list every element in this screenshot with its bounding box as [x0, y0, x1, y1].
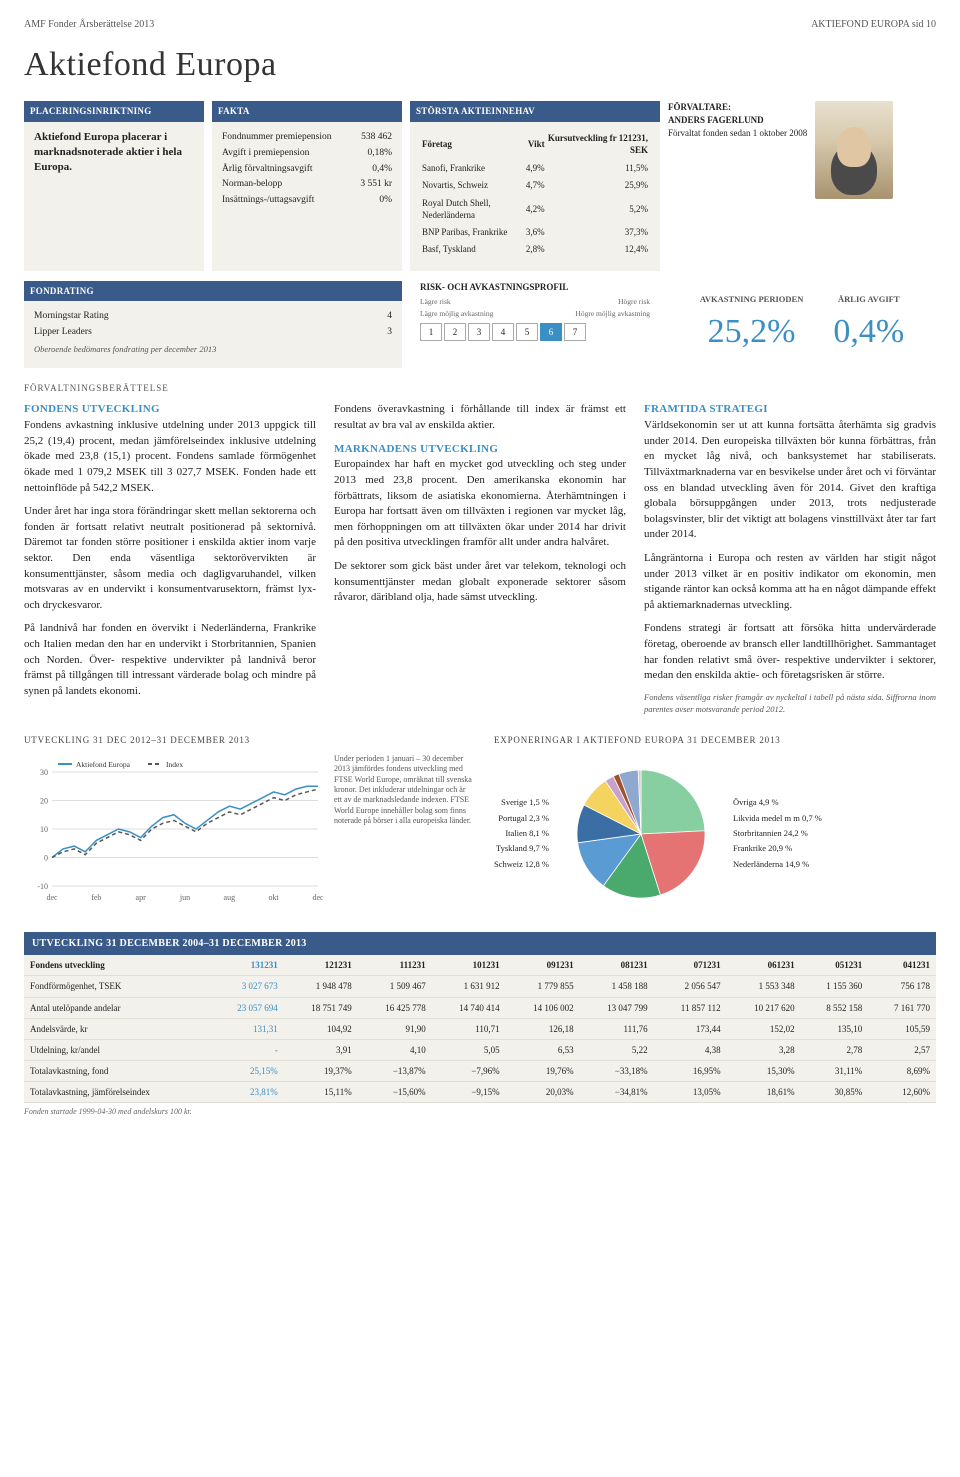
table-row: Sanofi, Frankrike4,9%11,5%: [422, 161, 648, 176]
risk-high: Högre risk: [618, 297, 650, 307]
body-p9: Fondens strategi är fortsatt att försöka…: [644, 621, 936, 683]
risk-box: 3: [468, 323, 490, 341]
risk-box: 2: [444, 323, 466, 341]
svg-text:30: 30: [40, 768, 48, 777]
rating-head: FONDRATING: [24, 281, 402, 301]
table-row: Royal Dutch Shell, Nederländerna4,2%5,2%: [422, 195, 648, 222]
svg-text:0: 0: [44, 853, 48, 862]
fakta-row: Årlig förvaltningsavgift0,4%: [222, 161, 392, 177]
linechart-title: UTVECKLING 31 DEC 2012–31 DECEMBER 2013: [24, 734, 474, 746]
risk-low: Lägre risk: [420, 297, 451, 307]
body-p1: Fondens avkastning inklusive utdelning u…: [24, 419, 316, 493]
body-p8: Långräntorna i Europa och resten av värl…: [644, 551, 936, 613]
pie-title: EXPONERINGAR I AKTIEFOND EUROPA 31 DECEM…: [494, 734, 936, 746]
linechart-block: UTVECKLING 31 DEC 2012–31 DECEMBER 2013 …: [24, 734, 474, 914]
table-row: Fondförmögenhet, TSEK3 027 6731 948 4781…: [24, 976, 936, 997]
page-title: Aktiefond Europa: [24, 42, 936, 88]
dev-table-title: UTVECKLING 31 DECEMBER 2004–31 DECEMBER …: [24, 932, 936, 956]
manager-name: ANDERS FAGERLUND: [668, 114, 807, 127]
fakta-row: Fondnummer premiepension538 462: [222, 130, 392, 146]
svg-text:-10: -10: [37, 882, 48, 891]
placering-text: Aktiefond Europa placerar i marknadsnote…: [34, 130, 194, 176]
rating-row: Morningstar Rating4: [34, 309, 392, 325]
ret-lbl2: ÅRLIG AVGIFT: [833, 294, 904, 305]
svg-text:20: 20: [40, 796, 48, 805]
body-p7: Världsekonomin ser ut att kunna fortsätt…: [644, 419, 936, 540]
table-row: Basf, Tyskland2,8%12,4%: [422, 242, 648, 257]
placering-head: PLACERINGSINRIKTNING: [24, 101, 204, 121]
holdings-panel: STÖRSTA AKTIEINNEHAV FöretagViktKursutve…: [410, 101, 660, 270]
manager-panel: FÖRVALTARE: ANDERS FAGERLUND Förvaltat f…: [668, 101, 936, 270]
body-text: FONDENS UTVECKLING Fondens avkastning ink…: [24, 402, 936, 715]
table-row: Utdelning, kr/andel-3,914,105,056,535,22…: [24, 1039, 936, 1060]
piechart: [561, 754, 721, 914]
svg-text:dec: dec: [46, 893, 58, 902]
fakta-row: Insättnings-/uttagsavgift0%: [222, 193, 392, 209]
linechart-note: Under perioden 1 januari – 30 december 2…: [334, 754, 474, 904]
risk-high2: Högre möjlig avkastning: [575, 309, 650, 319]
dev-table: Fondens utveckling1312311212311112311012…: [24, 955, 936, 1103]
rating-note: Oberoende bedömares fondrating per decem…: [34, 344, 392, 356]
pie-left-labels: Sverige 1,5 %Portugal 2,3 %Italien 8,1 %…: [494, 795, 549, 871]
risk-panel: RISK- OCH AVKASTNINGSPROFIL Lägre risk Hö…: [410, 281, 660, 369]
hdr-right: AKTIEFOND EUROPA sid 10: [811, 18, 936, 32]
svg-text:apr: apr: [136, 893, 147, 902]
svg-text:Aktiefond Europa: Aktiefond Europa: [76, 760, 131, 769]
manager-head: FÖRVALTARE:: [668, 101, 807, 114]
risk-box: 4: [492, 323, 514, 341]
manager-text: Förvaltat fonden sedan 1 oktober 2008: [668, 127, 807, 140]
table-row: Antal utelöpande andelar23 057 69418 751…: [24, 997, 936, 1018]
dev-table-wrap: UTVECKLING 31 DECEMBER 2004–31 DECEMBER …: [24, 932, 936, 1118]
holdings-head: STÖRSTA AKTIEINNEHAV: [410, 101, 660, 121]
body-h1: FONDENS UTVECKLING: [24, 403, 160, 415]
dev-footnote: Fonden startade 1999-04-30 med andelskur…: [24, 1107, 936, 1118]
body-p3: På landnivå har fonden en övervikt i Ned…: [24, 621, 316, 699]
return-panel: AVKASTNING PERIODEN 25,2% ÅRLIG AVGIFT 0…: [668, 281, 936, 369]
linechart: -10 0 10 20 30 dec feb apr jun aug okt dec Aktiefond…: [24, 754, 324, 904]
svg-text:10: 10: [40, 825, 48, 834]
risk-box: 7: [564, 323, 586, 341]
fakta-row: Avgift i premiepension0,18%: [222, 145, 392, 161]
ret-val2: 0,4%: [833, 309, 904, 355]
table-row: Novartis, Schweiz4,7%25,9%: [422, 178, 648, 193]
risk-box: 5: [516, 323, 538, 341]
fakta-head: FAKTA: [212, 101, 402, 121]
pie-block: EXPONERINGAR I AKTIEFOND EUROPA 31 DECEM…: [494, 734, 936, 914]
fakta-panel: FAKTA Fondnummer premiepension538 462Avg…: [212, 101, 402, 270]
body-p6: De sektorer som gick bäst under året var…: [334, 559, 626, 606]
svg-text:jun: jun: [179, 893, 190, 902]
body-note: Fondens väsentliga risker framgår av nyc…: [644, 692, 936, 716]
fakta-row: Norman-belopp3 551 kr: [222, 177, 392, 193]
rating-row: Lipper Leaders3: [34, 325, 392, 341]
risk-head: RISK- OCH AVKASTNINGSPROFIL: [420, 281, 650, 293]
svg-text:dec: dec: [312, 893, 324, 902]
body-p4: Fondens överavkastning i förhållande til…: [334, 402, 626, 433]
risk-scale: 1234567: [420, 323, 650, 341]
table-row: Andelsvärde, kr131,31104,9291,90110,7112…: [24, 1018, 936, 1039]
risk-box: 1: [420, 323, 442, 341]
manager-photo: [815, 101, 893, 199]
risk-box: 6: [540, 323, 562, 341]
berattelse-label: FÖRVALTNINGSBERÄTTELSE: [24, 382, 936, 394]
table-row: BNP Paribas, Frankrike3,6%37,3%: [422, 224, 648, 239]
ret-lbl1: AVKASTNING PERIODEN: [700, 294, 804, 305]
table-row: Totalavkastning, fond25,15%19,37%−13,87%…: [24, 1060, 936, 1081]
placering-panel: PLACERINGSINRIKTNING Aktiefond Europa pl…: [24, 101, 204, 270]
body-h3: FRAMTIDA STRATEGI: [644, 403, 768, 415]
svg-text:okt: okt: [269, 893, 280, 902]
pie-right-labels: Övriga 4,9 %Likvida medel m m 0,7 %Storb…: [733, 795, 822, 871]
hdr-left: AMF Fonder Årsberättelse 2013: [24, 18, 154, 32]
ret-val1: 25,2%: [700, 309, 804, 355]
svg-text:Index: Index: [166, 760, 183, 769]
svg-text:feb: feb: [91, 893, 101, 902]
rating-panel: FONDRATING Morningstar Rating4Lipper Lea…: [24, 281, 402, 369]
risk-low2: Lägre möjlig avkastning: [420, 309, 493, 319]
svg-text:aug: aug: [224, 893, 236, 902]
holdings-table: FöretagViktKursutveckling fr 121231, SEK…: [420, 130, 650, 259]
body-h2: MARKNADENS UTVECKLING: [334, 443, 498, 455]
body-p5: Europaindex har haft en mycket god utvec…: [334, 458, 626, 548]
body-p2: Under året har inga stora förändringar s…: [24, 504, 316, 613]
page-header: AMF Fonder Årsberättelse 2013 AKTIEFOND …: [24, 18, 936, 32]
table-row: Totalavkastning, jämförelseindex23,81%15…: [24, 1082, 936, 1103]
